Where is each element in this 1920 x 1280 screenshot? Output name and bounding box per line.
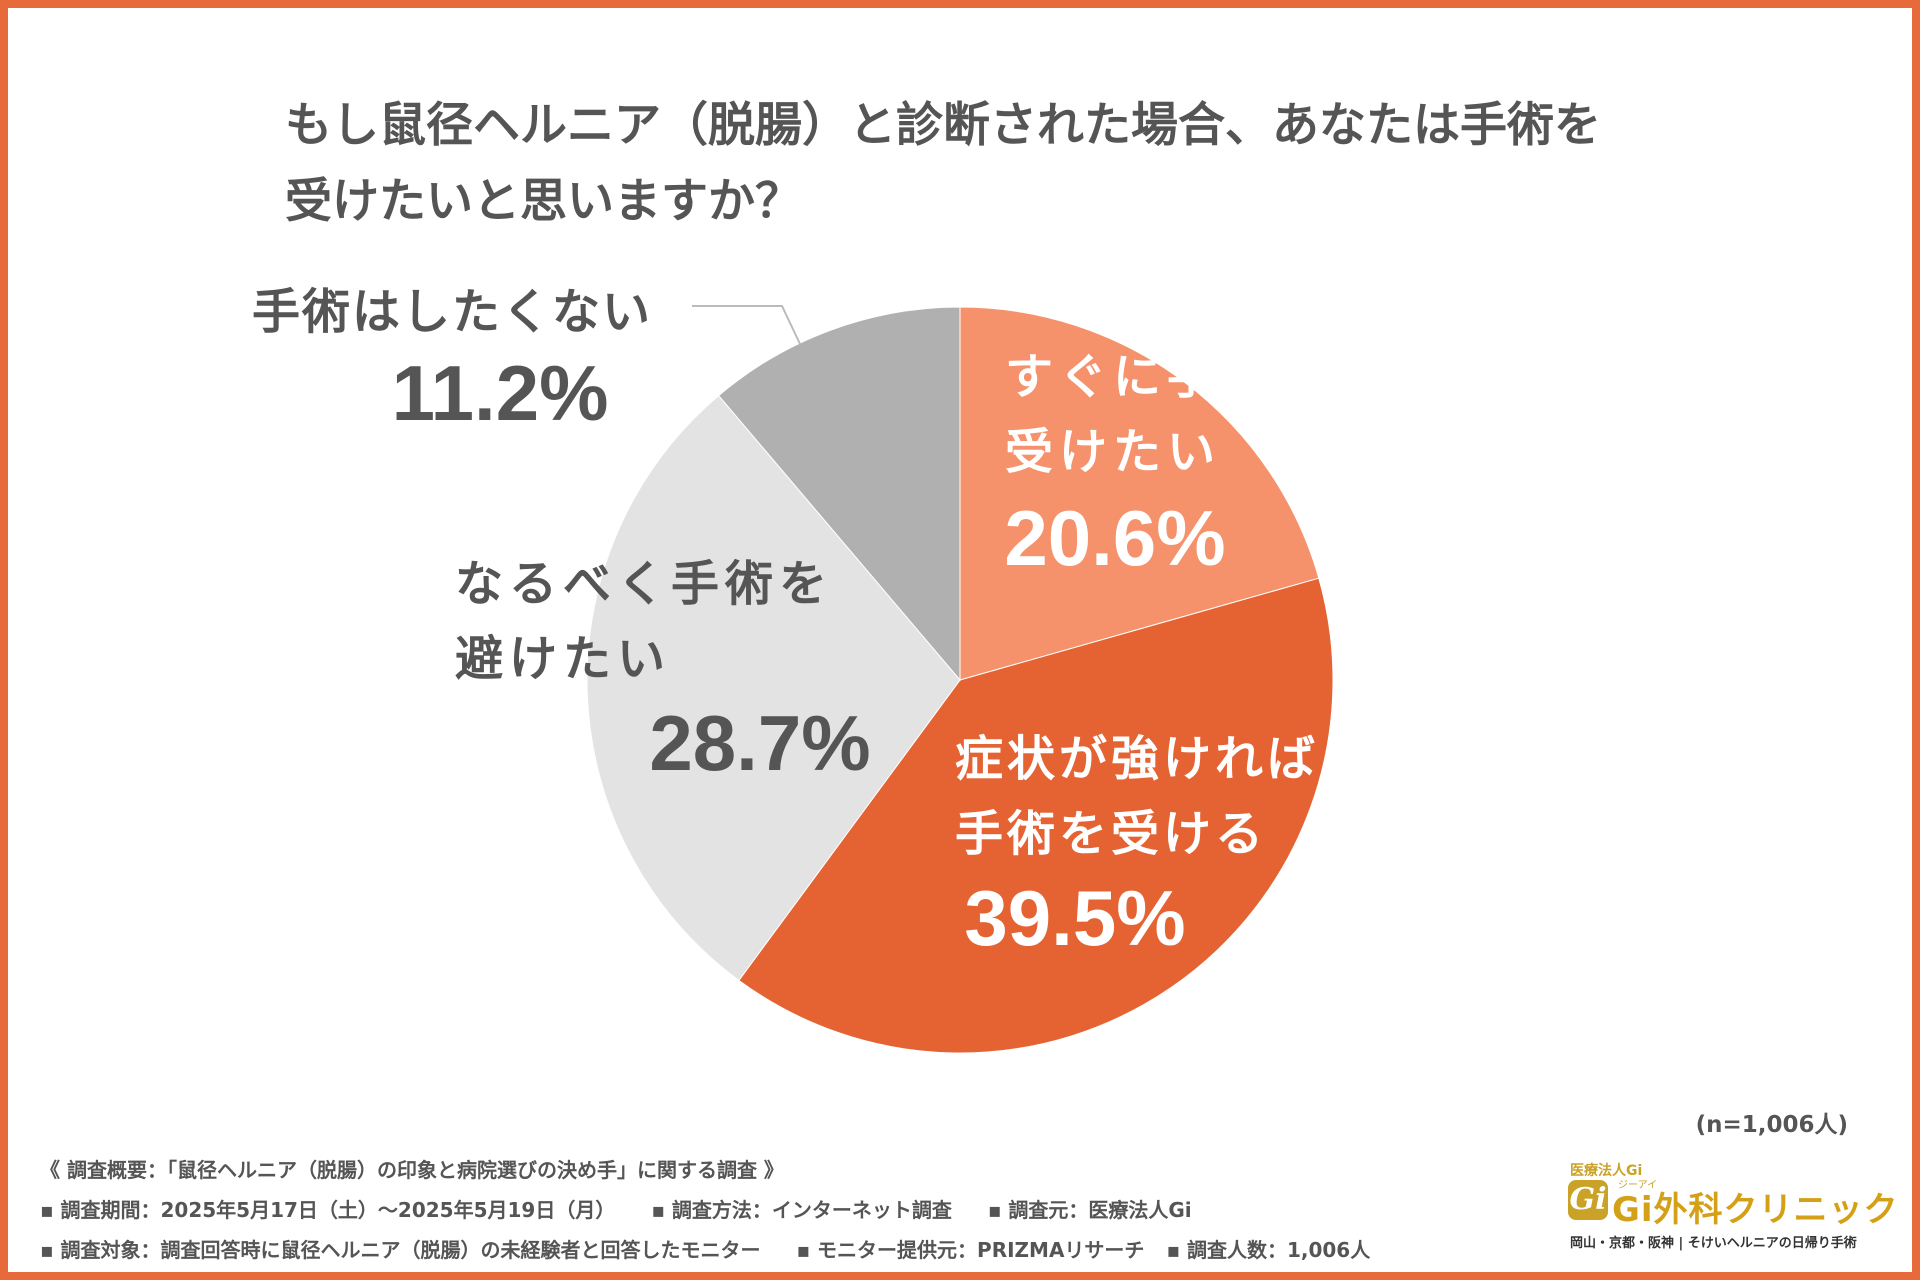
clinic-logo: 医療法人Gi Gi ジーアイ Gi外科クリニック 岡山・京都・阪神 | そけいヘ… (1566, 1160, 1899, 1260)
slice-label-if-severe-line-2: 手術を受ける (955, 806, 1267, 862)
logo-ruby: ジーアイ (1618, 1180, 1658, 1191)
slice-value-avoid: 28.7% (649, 699, 870, 787)
slice-label-immediate-line-1: すぐに手術を (1005, 349, 1329, 405)
note-source: ▪ 調査元：医療法人Gi (987, 1198, 1192, 1222)
survey-notes: 《 調査概要：「鼠径ヘルニア（脱腸）の印象と病院選びの決め手」に関する調査 》 … (40, 1150, 1370, 1270)
logo-gi-icon: Gi (1568, 1180, 1608, 1220)
pie-slice-if-severe (738, 577, 1334, 1054)
chart-title: もし鼠径ヘルニア（脱腸）と診断された場合、あなたは手術を 受けたいと思いますか？ (285, 88, 1685, 240)
logo-tagline: 岡山・京都・阪神 | そけいヘルニアの日帰り手術 (1570, 1236, 1857, 1251)
note-row-2: ▪ 調査期間：2025年5月17日（土）～2025年5月19日（月） ▪ 調査方法… (40, 1190, 1370, 1230)
sample-size: (n=1,006人) (1695, 1112, 1848, 1138)
pie-slice-avoid (586, 394, 961, 982)
note-period: ▪ 調査期間：2025年5月17日（土）～2025年5月19日（月） (40, 1198, 616, 1222)
chart-title-line-1: もし鼠径ヘルニア（脱腸）と診断された場合、あなたは手術を (285, 98, 1601, 153)
slice-value-immediate: 20.6% (1004, 494, 1225, 582)
chart-title-line-2: 受けたいと思いますか？ (285, 174, 802, 229)
note-provider: ▪ モニター提供元：PRIZMAリサーチ (796, 1238, 1145, 1262)
slice-value-if-severe: 39.5% (964, 874, 1185, 962)
slice-label-avoid-line-1: なるべく手術を (455, 556, 833, 612)
leader-line-no-surgery (692, 305, 801, 345)
slice-label-no-surgery: 手術はしたくない (252, 284, 652, 340)
note-count: ▪ 調査人数：1,006人 (1166, 1238, 1371, 1262)
pie-slice-no-surgery (717, 306, 961, 682)
slice-label-immediate-line-2: 受けたい (1005, 424, 1221, 480)
note-row-3: ▪ 調査対象：調査回答時に鼠径ヘルニア（脱腸）の未経験者と回答したモニター ▪ モ… (40, 1230, 1370, 1270)
note-summary: 《 調査概要：「鼠径ヘルニア（脱腸）の印象と病院選びの決め手」に関する調査 》 (40, 1158, 784, 1182)
note-method: ▪ 調査方法：インターネット調査 (651, 1198, 952, 1222)
slice-value-no-surgery: 11.2% (392, 349, 609, 437)
slice-label-if-severe-line-1: 症状が強ければ (955, 731, 1319, 787)
logo-corporation: 医療法人Gi (1570, 1163, 1643, 1179)
logo-clinic-name: Gi外科クリニック (1612, 1190, 1899, 1230)
slice-label-avoid-line-2: 避けたい (455, 631, 671, 687)
note-target: ▪ 調査対象：調査回答時に鼠径ヘルニア（脱腸）の未経験者と回答したモニター (40, 1238, 761, 1262)
pie-slice-immediate (959, 306, 1320, 681)
pie-slices (586, 306, 1334, 1054)
